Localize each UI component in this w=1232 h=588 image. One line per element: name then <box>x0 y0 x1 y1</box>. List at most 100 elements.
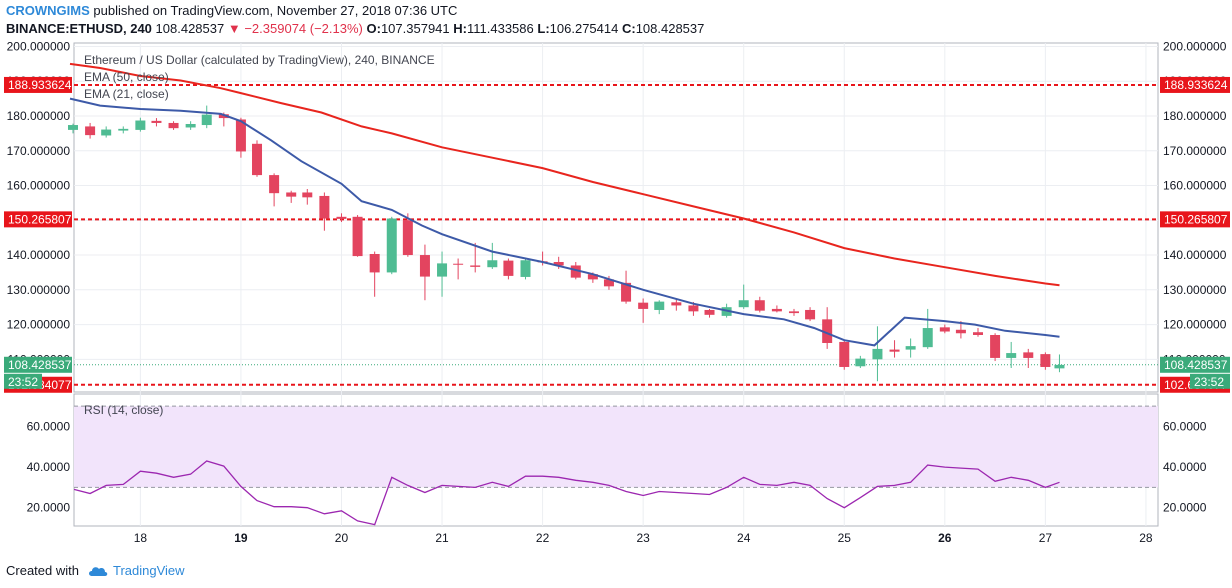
candle-body <box>973 332 984 335</box>
candle-body <box>453 263 464 265</box>
candle-body <box>369 253 380 273</box>
ema-21-line <box>69 97 1060 347</box>
symbol-label: BINANCE:ETHUSD, 240 <box>6 21 152 36</box>
candle-body <box>319 195 330 219</box>
candle-body <box>419 255 430 277</box>
candle-body <box>218 114 229 119</box>
x-tick-label: 21 <box>435 531 449 545</box>
candle-body <box>168 122 179 129</box>
candle-body <box>520 260 531 277</box>
candle-body <box>151 120 162 123</box>
y-tick-label-left: 170.000000 <box>7 144 71 158</box>
candle-body <box>922 328 933 348</box>
y-tick-label-right: 170.000000 <box>1163 144 1227 158</box>
candle-body <box>771 308 782 312</box>
high-value: 111.433586 <box>466 21 534 36</box>
created-with-label: Created with <box>6 563 79 578</box>
candle-body <box>85 126 96 136</box>
rsi-band-fill <box>74 406 1158 488</box>
open-label: O: <box>366 21 381 36</box>
level-badge-label-left: 188.933624 <box>8 78 72 92</box>
candle-body <box>855 358 866 367</box>
candle-body <box>336 216 347 219</box>
candle-body <box>386 218 397 273</box>
candle-body <box>1040 354 1051 367</box>
main-legend-entry: EMA (50, close) <box>84 70 169 84</box>
y-tick-label-left: 180.000000 <box>7 109 71 123</box>
tradingview-brand-link[interactable]: TradingView <box>112 563 185 578</box>
countdown-badge-right <box>1190 373 1230 389</box>
x-tick-label: 23 <box>636 531 650 545</box>
candle-body <box>570 265 581 278</box>
candle-body <box>654 301 665 310</box>
candle-body <box>603 279 614 287</box>
candle-body <box>470 265 481 267</box>
y-tick-label-left: 160.000000 <box>7 179 71 193</box>
y-tick-label-right: 120.000000 <box>1163 318 1227 332</box>
y-tick-label-left: 200.000000 <box>7 39 71 53</box>
tradingview-cloud-icon <box>88 566 108 576</box>
close-label: C: <box>621 21 636 36</box>
candle-body <box>704 309 715 315</box>
level-badge-label-right: 150.265807 <box>1164 212 1228 226</box>
close-value: 108.428537 <box>635 21 705 36</box>
candle-body <box>402 220 413 256</box>
candle-body <box>939 327 950 332</box>
candle-body <box>235 119 246 152</box>
rsi-y-tick-left: 40.0000 <box>27 460 71 474</box>
published-text: published on TradingView.com, November 2… <box>93 3 458 18</box>
candle-body <box>185 123 196 128</box>
y-tick-label-right: 140.000000 <box>1163 248 1227 262</box>
y-tick-label-right: 180.000000 <box>1163 109 1227 123</box>
candle-body <box>1023 352 1034 358</box>
x-tick-label: 24 <box>737 531 751 545</box>
candle-body <box>302 192 313 198</box>
chart-canvas[interactable]: 1819202122232425262728110.000000110.0000… <box>0 38 1232 560</box>
rsi-y-tick-right: 40.0000 <box>1163 460 1207 474</box>
y-tick-label-right: 130.000000 <box>1163 283 1227 297</box>
level-badge-right <box>1160 76 1230 93</box>
candle-body <box>621 282 632 302</box>
y-tick-label-left: 130.000000 <box>7 283 71 297</box>
y-tick-label-right: 160.000000 <box>1163 179 1227 193</box>
candle-body <box>503 260 514 276</box>
rsi-y-tick-right: 60.0000 <box>1163 419 1207 433</box>
author-link[interactable]: CROWNGIMS <box>6 3 90 18</box>
countdown-label-right: 23:52 <box>1194 375 1224 389</box>
candle-body <box>905 346 916 350</box>
ema-50-line <box>69 62 1060 287</box>
ohlc-header: BINANCE:ETHUSD, 240 108.428537 ▼ −2.3590… <box>6 21 704 36</box>
candle-body <box>201 114 212 126</box>
x-tick-label: 26 <box>938 531 952 545</box>
level-badge-right <box>1160 211 1230 228</box>
candle-body <box>671 302 682 306</box>
candle-body <box>638 302 649 309</box>
open-value: 107.357941 <box>380 21 450 36</box>
last-price-value: 108.428537 <box>155 21 225 36</box>
candle-body <box>487 260 498 268</box>
candle-body <box>437 263 448 277</box>
last-price-badge-right <box>1160 356 1230 373</box>
rsi-y-tick-right: 20.0000 <box>1163 501 1207 515</box>
last-price-label-right: 108.428537 <box>1164 358 1228 372</box>
candle-body <box>788 311 799 314</box>
candle-body <box>1054 364 1065 369</box>
candle-body <box>252 143 263 176</box>
candle-body <box>754 300 765 311</box>
candle-body <box>990 334 1001 358</box>
candle-body <box>872 348 883 360</box>
candle-body <box>955 329 966 334</box>
x-tick-label: 18 <box>134 531 148 545</box>
y-tick-label-right: 200.000000 <box>1163 39 1227 53</box>
candle-body <box>688 305 699 312</box>
level-badge-left <box>4 211 72 228</box>
x-tick-label: 25 <box>838 531 852 545</box>
candle-body <box>352 216 363 257</box>
x-tick-label: 20 <box>335 531 349 545</box>
main-legend-entry: EMA (21, close) <box>84 87 169 101</box>
low-label: L: <box>537 21 550 36</box>
rsi-legend-entry: RSI (14, close) <box>84 403 163 417</box>
candle-body <box>135 120 146 130</box>
candle-body <box>101 129 112 136</box>
candle-body <box>889 349 900 352</box>
